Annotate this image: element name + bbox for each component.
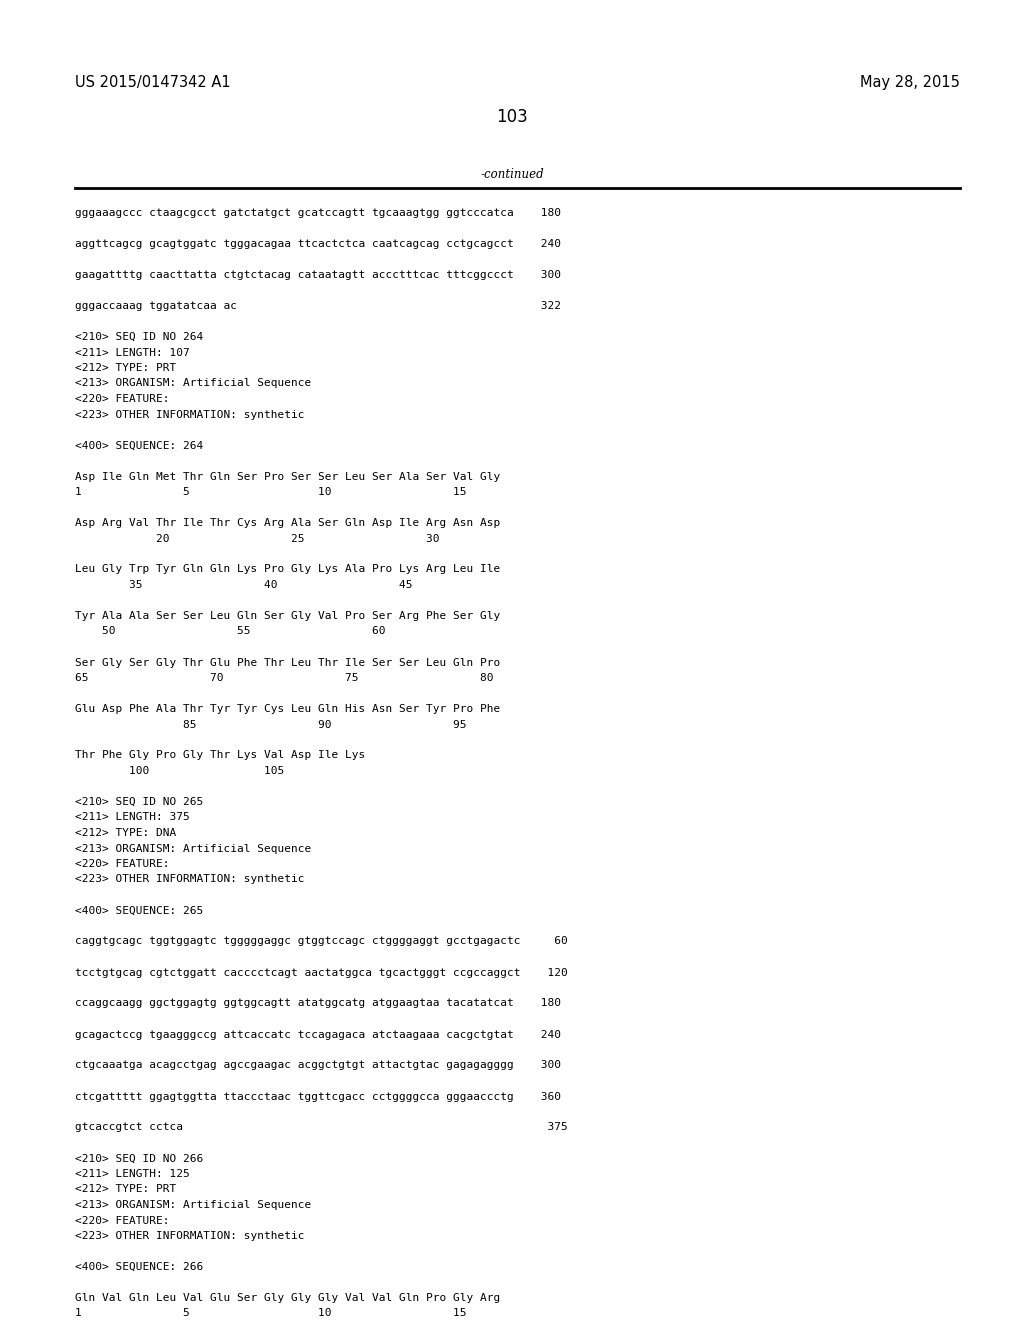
Text: <400> SEQUENCE: 265: <400> SEQUENCE: 265: [75, 906, 203, 916]
Text: gggaccaaag tggatatcaa ac                                             322: gggaccaaag tggatatcaa ac 322: [75, 301, 561, 312]
Text: <220> FEATURE:: <220> FEATURE:: [75, 1216, 170, 1225]
Text: <210> SEQ ID NO 266: <210> SEQ ID NO 266: [75, 1154, 203, 1163]
Text: <223> OTHER INFORMATION: synthetic: <223> OTHER INFORMATION: synthetic: [75, 1232, 304, 1241]
Text: Ser Gly Ser Gly Thr Glu Phe Thr Leu Thr Ile Ser Ser Leu Gln Pro: Ser Gly Ser Gly Thr Glu Phe Thr Leu Thr …: [75, 657, 501, 668]
Text: <211> LENGTH: 125: <211> LENGTH: 125: [75, 1170, 189, 1179]
Text: 85                  90                  95: 85 90 95: [75, 719, 467, 730]
Text: Thr Phe Gly Pro Gly Thr Lys Val Asp Ile Lys: Thr Phe Gly Pro Gly Thr Lys Val Asp Ile …: [75, 751, 366, 760]
Text: 65                  70                  75                  80: 65 70 75 80: [75, 673, 494, 682]
Text: 20                  25                  30: 20 25 30: [75, 533, 439, 544]
Text: 35                  40                  45: 35 40 45: [75, 579, 413, 590]
Text: 1               5                   10                  15: 1 5 10 15: [75, 487, 467, 498]
Text: 103: 103: [496, 108, 528, 125]
Text: Asp Arg Val Thr Ile Thr Cys Arg Ala Ser Gln Asp Ile Arg Asn Asp: Asp Arg Val Thr Ile Thr Cys Arg Ala Ser …: [75, 517, 501, 528]
Text: <212> TYPE: DNA: <212> TYPE: DNA: [75, 828, 176, 838]
Text: 100                 105: 100 105: [75, 766, 285, 776]
Text: gggaaagccc ctaagcgcct gatctatgct gcatccagtt tgcaaagtgg ggtcccatca    180: gggaaagccc ctaagcgcct gatctatgct gcatcca…: [75, 209, 561, 218]
Text: <213> ORGANISM: Artificial Sequence: <213> ORGANISM: Artificial Sequence: [75, 1200, 311, 1210]
Text: gcagactccg tgaagggccg attcaccatc tccagagaca atctaagaaa cacgctgtat    240: gcagactccg tgaagggccg attcaccatc tccagag…: [75, 1030, 561, 1040]
Text: <213> ORGANISM: Artificial Sequence: <213> ORGANISM: Artificial Sequence: [75, 843, 311, 854]
Text: aggttcagcg gcagtggatc tgggacagaa ttcactctca caatcagcag cctgcagcct    240: aggttcagcg gcagtggatc tgggacagaa ttcactc…: [75, 239, 561, 249]
Text: <210> SEQ ID NO 264: <210> SEQ ID NO 264: [75, 333, 203, 342]
Text: <223> OTHER INFORMATION: synthetic: <223> OTHER INFORMATION: synthetic: [75, 874, 304, 884]
Text: <212> TYPE: PRT: <212> TYPE: PRT: [75, 1184, 176, 1195]
Text: <223> OTHER INFORMATION: synthetic: <223> OTHER INFORMATION: synthetic: [75, 409, 304, 420]
Text: gtcaccgtct cctca                                                      375: gtcaccgtct cctca 375: [75, 1122, 567, 1133]
Text: Glu Asp Phe Ala Thr Tyr Tyr Cys Leu Gln His Asn Ser Tyr Pro Phe: Glu Asp Phe Ala Thr Tyr Tyr Cys Leu Gln …: [75, 704, 501, 714]
Text: <211> LENGTH: 107: <211> LENGTH: 107: [75, 347, 189, 358]
Text: 50                  55                  60: 50 55 60: [75, 627, 385, 636]
Text: ctcgattttt ggagtggtta ttaccctaac tggttcgacc cctggggcca gggaaccctg    360: ctcgattttt ggagtggtta ttaccctaac tggttcg…: [75, 1092, 561, 1101]
Text: May 28, 2015: May 28, 2015: [860, 75, 961, 90]
Text: caggtgcagc tggtggagtc tgggggaggc gtggtccagc ctggggaggt gcctgagactc     60: caggtgcagc tggtggagtc tgggggaggc gtggtcc…: [75, 936, 567, 946]
Text: <220> FEATURE:: <220> FEATURE:: [75, 859, 170, 869]
Text: Gln Val Gln Leu Val Glu Ser Gly Gly Gly Val Val Gln Pro Gly Arg: Gln Val Gln Leu Val Glu Ser Gly Gly Gly …: [75, 1294, 501, 1303]
Text: <400> SEQUENCE: 264: <400> SEQUENCE: 264: [75, 441, 203, 450]
Text: <400> SEQUENCE: 266: <400> SEQUENCE: 266: [75, 1262, 203, 1272]
Text: -continued: -continued: [480, 168, 544, 181]
Text: Leu Gly Trp Tyr Gln Gln Lys Pro Gly Lys Ala Pro Lys Arg Leu Ile: Leu Gly Trp Tyr Gln Gln Lys Pro Gly Lys …: [75, 565, 501, 574]
Text: <211> LENGTH: 375: <211> LENGTH: 375: [75, 813, 189, 822]
Text: <210> SEQ ID NO 265: <210> SEQ ID NO 265: [75, 797, 203, 807]
Text: Tyr Ala Ala Ser Ser Leu Gln Ser Gly Val Pro Ser Arg Phe Ser Gly: Tyr Ala Ala Ser Ser Leu Gln Ser Gly Val …: [75, 611, 501, 620]
Text: tcctgtgcag cgtctggatt cacccctcagt aactatggca tgcactgggt ccgccaggct    120: tcctgtgcag cgtctggatt cacccctcagt aactat…: [75, 968, 567, 978]
Text: <212> TYPE: PRT: <212> TYPE: PRT: [75, 363, 176, 374]
Text: <213> ORGANISM: Artificial Sequence: <213> ORGANISM: Artificial Sequence: [75, 379, 311, 388]
Text: 1               5                   10                  15: 1 5 10 15: [75, 1308, 467, 1319]
Text: gaagattttg caacttatta ctgtctacag cataatagtt accctttcac tttcggccct    300: gaagattttg caacttatta ctgtctacag cataata…: [75, 271, 561, 280]
Text: ccaggcaagg ggctggagtg ggtggcagtt atatggcatg atggaagtaa tacatatcat    180: ccaggcaagg ggctggagtg ggtggcagtt atatggc…: [75, 998, 561, 1008]
Text: Asp Ile Gln Met Thr Gln Ser Pro Ser Ser Leu Ser Ala Ser Val Gly: Asp Ile Gln Met Thr Gln Ser Pro Ser Ser …: [75, 471, 501, 482]
Text: <220> FEATURE:: <220> FEATURE:: [75, 393, 170, 404]
Text: ctgcaaatga acagcctgag agccgaagac acggctgtgt attactgtac gagagagggg    300: ctgcaaatga acagcctgag agccgaagac acggctg…: [75, 1060, 561, 1071]
Text: US 2015/0147342 A1: US 2015/0147342 A1: [75, 75, 230, 90]
